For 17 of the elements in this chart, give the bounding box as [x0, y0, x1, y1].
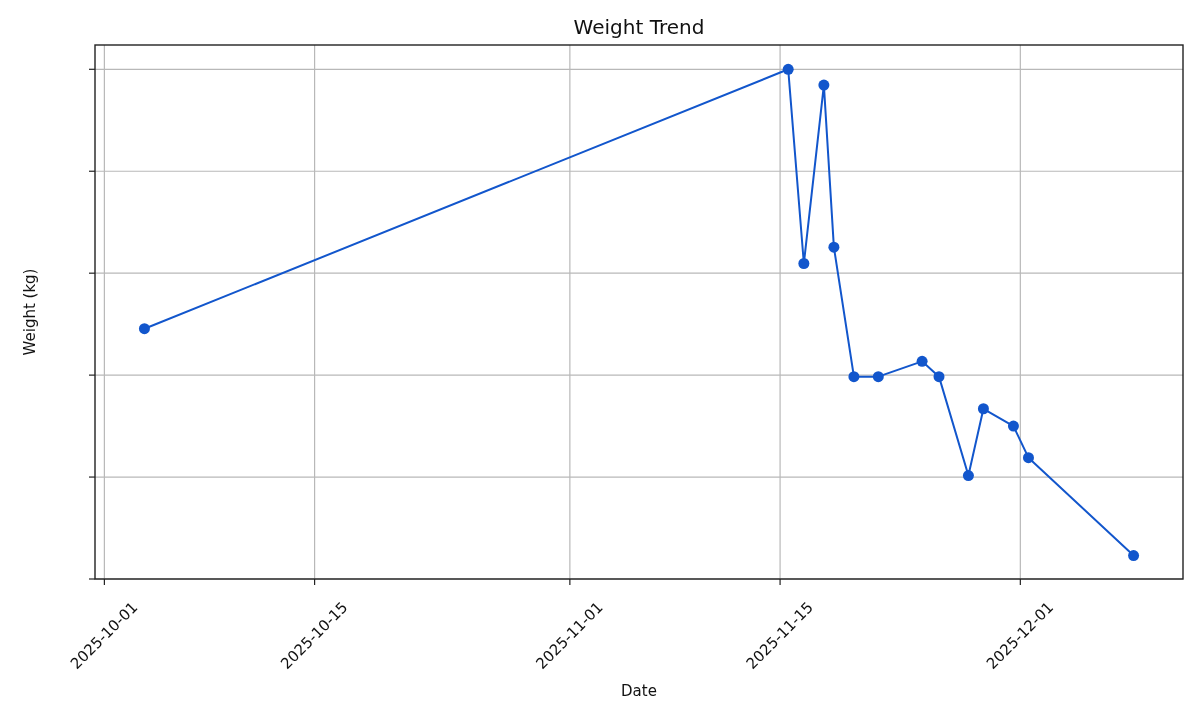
point: [933, 371, 945, 383]
chart-title: Weight Trend: [573, 15, 705, 39]
point: [138, 323, 150, 335]
point: [872, 371, 884, 383]
point: [1007, 420, 1019, 432]
point: [916, 355, 928, 367]
point: [798, 258, 810, 269]
point: [818, 79, 830, 91]
point: [977, 403, 989, 415]
point: [848, 371, 860, 383]
x-axis-title: Date: [621, 682, 657, 700]
point: [782, 63, 794, 75]
point: [1022, 452, 1034, 464]
point: [1128, 550, 1140, 562]
point: [828, 241, 840, 253]
point: [962, 470, 974, 482]
y-axis-title: Weight (kg): [20, 268, 39, 356]
